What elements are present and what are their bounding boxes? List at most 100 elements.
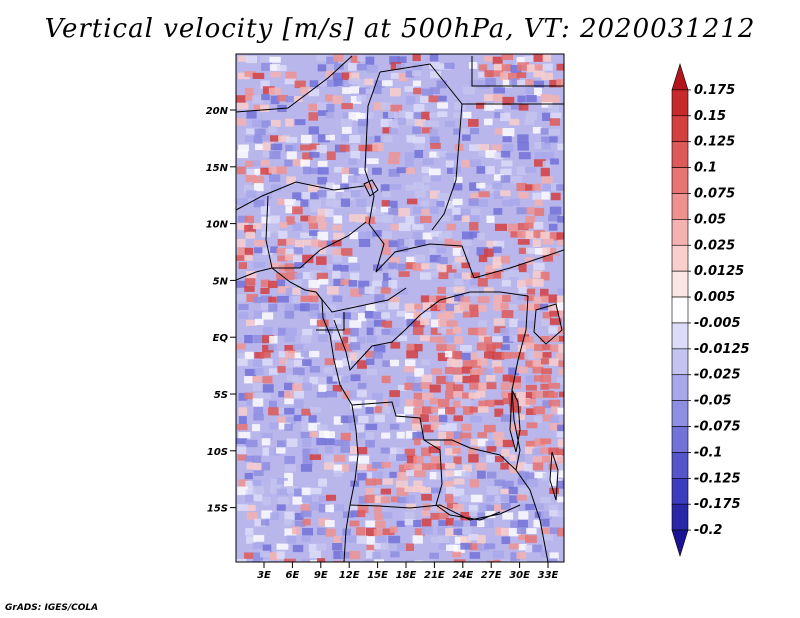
field-cell: [549, 344, 560, 352]
field-cell: [516, 207, 528, 215]
field-cell: [500, 190, 511, 197]
field-cell: [469, 406, 478, 413]
field-cell: [500, 72, 512, 81]
field-cell: [269, 255, 280, 263]
field-cell: [349, 86, 360, 94]
field-cell: [429, 112, 440, 119]
field-cell: [332, 255, 343, 263]
field-cell: [510, 552, 520, 561]
field-cell: [254, 367, 264, 376]
field-cell: [380, 542, 389, 550]
field-cell: [517, 320, 527, 328]
field-cell: [470, 543, 482, 551]
field-cell: [294, 239, 304, 248]
field-cell: [309, 310, 320, 318]
field-cell: [541, 142, 551, 150]
colorbar-swatch: [671, 89, 689, 117]
field-cell: [534, 303, 543, 310]
lake-tanganyika: [509, 388, 521, 453]
field-cell: [484, 399, 495, 407]
field-cell: [340, 551, 352, 559]
field-cell: [373, 478, 383, 485]
field-cell: [342, 192, 355, 201]
field-cell: [436, 247, 447, 254]
field-cell: [365, 112, 374, 119]
field-cell: [477, 358, 488, 366]
field-cell: [470, 359, 482, 368]
field-cell: [500, 150, 511, 158]
field-cell: [284, 519, 293, 526]
field-cell: [461, 215, 470, 223]
field-cell: [237, 102, 249, 110]
field-cell: [558, 335, 564, 342]
field-cell: [525, 184, 535, 191]
field-cell: [494, 399, 504, 406]
field-cell: [325, 438, 335, 446]
field-cell: [436, 200, 448, 207]
field-cell: [412, 231, 424, 240]
field-cell: [381, 190, 391, 198]
field-cell: [285, 350, 297, 359]
field-cell: [268, 560, 279, 562]
field-cell: [420, 295, 430, 303]
field-cell: [414, 560, 425, 562]
field-cell: [445, 160, 454, 168]
field-cell: [502, 144, 514, 152]
field-cell: [373, 504, 382, 513]
field-cell: [412, 382, 423, 392]
field-cell: [445, 448, 457, 456]
field-cell: [365, 478, 376, 486]
field-cell: [284, 334, 296, 342]
field-cell: [557, 510, 564, 518]
colorbar-label: -0.05: [694, 394, 731, 409]
field-cell: [293, 200, 304, 209]
field-cell: [326, 240, 336, 247]
field-cell: [253, 470, 264, 476]
field-cell: [412, 126, 422, 134]
field-cell: [238, 55, 248, 62]
field-cell: [541, 368, 552, 375]
field-cell: [349, 342, 361, 350]
field-cell: [429, 415, 439, 422]
field-cell: [454, 336, 464, 344]
field-cell: [253, 310, 263, 320]
field-cell: [461, 272, 472, 280]
field-cell: [357, 79, 366, 87]
field-cell: [326, 286, 339, 295]
field-cell: [494, 479, 506, 486]
field-cell: [373, 542, 386, 550]
field-cell: [286, 486, 298, 494]
field-cell: [525, 216, 536, 224]
field-cell: [509, 78, 519, 86]
field-cell: [276, 488, 289, 496]
border-niger-nigeria: [236, 181, 365, 211]
field-cell: [484, 351, 494, 359]
lat-tick-label: 10S: [207, 447, 228, 458]
field-cell: [270, 119, 281, 128]
field-cell: [478, 320, 488, 327]
field-cell: [300, 232, 312, 239]
field-cell: [453, 286, 465, 293]
field-cell: [302, 456, 313, 465]
field-cell: [422, 158, 434, 165]
field-cell: [317, 110, 328, 116]
field-cell: [541, 534, 554, 541]
field-cell: [260, 519, 270, 526]
field-cell: [285, 327, 297, 336]
field-cell: [285, 206, 295, 214]
field-cell: [326, 376, 338, 384]
field-cell: [548, 326, 558, 334]
field-cell: [550, 182, 560, 192]
field-cell: [532, 359, 544, 369]
field-cell: [517, 519, 528, 528]
field-cell: [284, 398, 294, 405]
field-cell: [462, 360, 475, 369]
field-cell: [525, 79, 535, 86]
field-cell: [469, 552, 481, 559]
field-cell: [485, 440, 498, 450]
field-cell: [349, 503, 358, 513]
field-cell: [405, 399, 417, 407]
field-cell: [381, 312, 390, 319]
field-cell: [348, 175, 357, 184]
field-cell: [276, 198, 286, 205]
